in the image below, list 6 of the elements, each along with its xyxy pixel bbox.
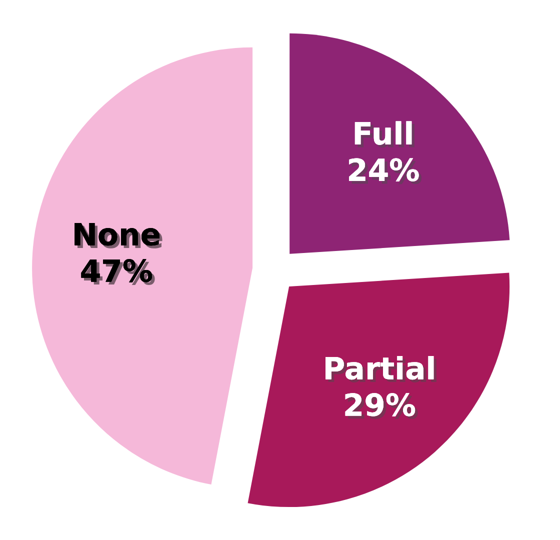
slice-label: Partial [326,356,436,382]
data-label: 24% [349,158,422,184]
slice-label: None [74,222,162,248]
data-label: 47% [81,259,155,285]
slice-label: Full [354,121,414,148]
data-label: 29% [345,393,418,419]
